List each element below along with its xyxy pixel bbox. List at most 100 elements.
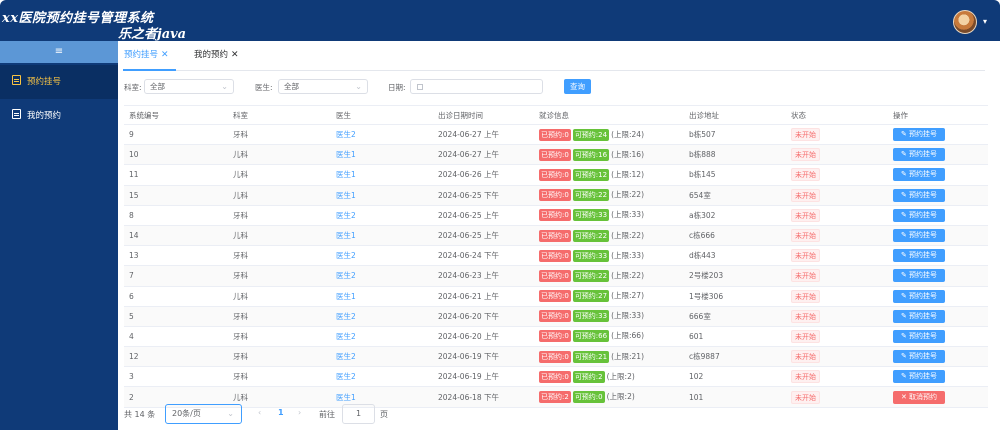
doctor-link[interactable]: 医生1 <box>336 291 356 301</box>
edit-icon: ✎ <box>900 352 907 361</box>
book-appointment-button[interactable]: ✎ 预约挂号 <box>893 148 945 162</box>
status-badge: 未开始 <box>791 269 820 283</box>
cell-visit-info: 已预约:0 可预约:33 (上限:33) <box>534 205 684 226</box>
cell-status: 未开始 <box>786 164 888 186</box>
available-count-tag: 可预约:0 <box>572 391 605 404</box>
action-label: 预约挂号 <box>909 190 938 199</box>
available-count-tag: 可预约:16 <box>572 148 610 161</box>
book-appointment-button[interactable]: ✎ 预约挂号 <box>893 350 945 364</box>
book-appointment-button[interactable]: ✎ 预约挂号 <box>893 168 945 182</box>
doctor-select[interactable]: 全部 ⌄ <box>278 79 368 94</box>
cell-visit-info: 已预约:0 可预约:27 (上限:27) <box>534 286 684 307</box>
cell-datetime: 2024-06-20 下午 <box>433 306 534 327</box>
doctor-link[interactable]: 医生2 <box>336 210 356 220</box>
sidebar-item-my-appointments[interactable]: 我的预约 <box>0 99 118 133</box>
cell-doctor: 医生2 <box>331 265 433 287</box>
doctor-link[interactable]: 医生1 <box>336 150 356 160</box>
department-select-value: 全部 <box>150 82 165 91</box>
available-count-tag: 可预约:22 <box>572 229 610 242</box>
cell-action: ✎ 预约挂号 <box>888 245 988 267</box>
limit-text: (上限:24) <box>611 129 645 139</box>
limit-text: (上限:2) <box>606 371 635 381</box>
next-page-button[interactable]: › <box>298 408 302 417</box>
sidebar-item-label: 我的预约 <box>27 111 62 121</box>
book-appointment-button[interactable]: ✎ 预约挂号 <box>893 289 945 303</box>
book-appointment-button[interactable]: ✎ 预约挂号 <box>893 128 945 142</box>
doctor-link[interactable]: 医生1 <box>336 170 356 180</box>
cell-status: 未开始 <box>786 386 888 408</box>
tab-booking[interactable]: 预约挂号 ✕ <box>124 41 169 69</box>
edit-icon: ✎ <box>900 130 907 139</box>
status-badge: 未开始 <box>791 390 820 404</box>
cell-datetime: 2024-06-21 上午 <box>433 286 534 307</box>
user-avatar[interactable] <box>953 10 977 34</box>
goto-suffix: 页 <box>380 410 388 419</box>
cell-id: 15 <box>124 185 228 206</box>
menu-icon[interactable]: ≡ <box>0 41 118 63</box>
table-row: 5 牙科 医生2 2024-06-20 下午 已预约:0 可预约:33 (上限:33) 666… <box>124 306 988 327</box>
doctor-link[interactable]: 医生2 <box>336 311 356 321</box>
action-label: 预约挂号 <box>909 170 938 179</box>
doctor-link[interactable]: 医生2 <box>336 352 356 362</box>
doctor-link[interactable]: 医生1 <box>336 190 356 200</box>
sidebar-item-booking[interactable]: 预约挂号 <box>0 65 118 99</box>
doctor-link[interactable]: 医生2 <box>336 372 356 382</box>
doctor-link[interactable]: 医生1 <box>336 231 356 241</box>
cell-visit-info: 已预约:0 可预约:16 (上限:16) <box>534 144 684 166</box>
cell-status: 未开始 <box>786 346 888 368</box>
booked-count-tag: 已预约:0 <box>539 249 571 262</box>
date-picker[interactable] <box>410 79 543 94</box>
app-title: xx医院预约挂号管理系统 <box>2 11 154 26</box>
action-label: 取消预约 <box>909 392 938 401</box>
cell-department: 儿科 <box>228 144 331 166</box>
doctor-link[interactable]: 医生1 <box>336 392 356 402</box>
limit-text: (上限:27) <box>611 291 645 301</box>
status-badge: 未开始 <box>791 128 820 142</box>
chevron-down-icon: ⌄ <box>221 82 228 91</box>
book-appointment-button[interactable]: ✎ 预约挂号 <box>893 208 945 222</box>
book-appointment-button[interactable]: ✎ 预约挂号 <box>893 269 945 283</box>
cell-status: 未开始 <box>786 144 888 166</box>
cancel-appointment-button[interactable]: ✕ 取消预约 <box>893 390 945 404</box>
goto-page-input[interactable]: 1 <box>342 404 375 424</box>
tab-bar: 预约挂号 ✕ 我的预约 ✕ <box>118 41 1000 71</box>
query-button[interactable]: 查询 <box>564 79 591 94</box>
prev-page-button[interactable]: ‹ <box>258 408 262 417</box>
department-select[interactable]: 全部 ⌄ <box>144 79 234 94</box>
cell-doctor: 医生1 <box>331 144 433 166</box>
cell-action: ✎ 预约挂号 <box>888 306 988 327</box>
doctor-link[interactable]: 医生2 <box>336 130 356 140</box>
cell-status: 未开始 <box>786 306 888 327</box>
doctor-link[interactable]: 医生2 <box>336 331 356 341</box>
book-appointment-button[interactable]: ✎ 预约挂号 <box>893 249 945 263</box>
page-number[interactable]: 1 <box>278 408 284 417</box>
chevron-down-icon[interactable]: ▾ <box>983 17 988 26</box>
table-row: 9 牙科 医生2 2024-06-27 上午 已预约:0 可预约:24 (上限:24) b栋5… <box>124 124 988 146</box>
book-appointment-button[interactable]: ✎ 预约挂号 <box>893 188 945 202</box>
tab-my-appointments[interactable]: 我的预约 ✕ <box>194 41 239 69</box>
cell-datetime: 2024-06-19 下午 <box>433 346 534 368</box>
cell-visit-info: 已预约:0 可预约:33 (上限:33) <box>534 245 684 267</box>
table-row: 4 牙科 医生2 2024-06-20 上午 已预约:0 可预约:66 (上限:66) 601… <box>124 326 988 348</box>
department-label: 科室: <box>124 83 142 92</box>
book-appointment-button[interactable]: ✎ 预约挂号 <box>893 329 945 343</box>
booked-count-tag: 已预约:0 <box>539 229 571 242</box>
pagination: 共 14 条 20条/页 ⌄ ‹ 1 › 前往 1 页 <box>124 404 524 424</box>
doctor-link[interactable]: 医生2 <box>336 271 356 281</box>
table-row: 8 牙科 医生2 2024-06-25 上午 已预约:0 可预约:33 (上限:33) a栋3… <box>124 205 988 226</box>
table-row: 15 儿科 医生1 2024-06-25 下午 已预约:0 可预约:22 (上限:22) 65… <box>124 185 988 206</box>
book-appointment-button[interactable]: ✎ 预约挂号 <box>893 309 945 323</box>
page-size-select[interactable]: 20条/页 ⌄ <box>165 404 242 424</box>
close-icon[interactable]: ✕ <box>231 50 239 60</box>
column-header: 状态 <box>786 105 888 125</box>
status-badge: 未开始 <box>791 188 820 202</box>
status-badge: 未开始 <box>791 249 820 263</box>
cell-address: d栋443 <box>684 245 786 267</box>
book-appointment-button[interactable]: ✎ 预约挂号 <box>893 370 945 384</box>
book-appointment-button[interactable]: ✎ 预约挂号 <box>893 229 945 243</box>
doctor-link[interactable]: 医生2 <box>336 251 356 261</box>
close-icon[interactable]: ✕ <box>161 50 169 60</box>
cell-doctor: 医生2 <box>331 346 433 368</box>
column-header: 科室 <box>228 105 331 125</box>
cell-action: ✎ 预约挂号 <box>888 144 988 166</box>
